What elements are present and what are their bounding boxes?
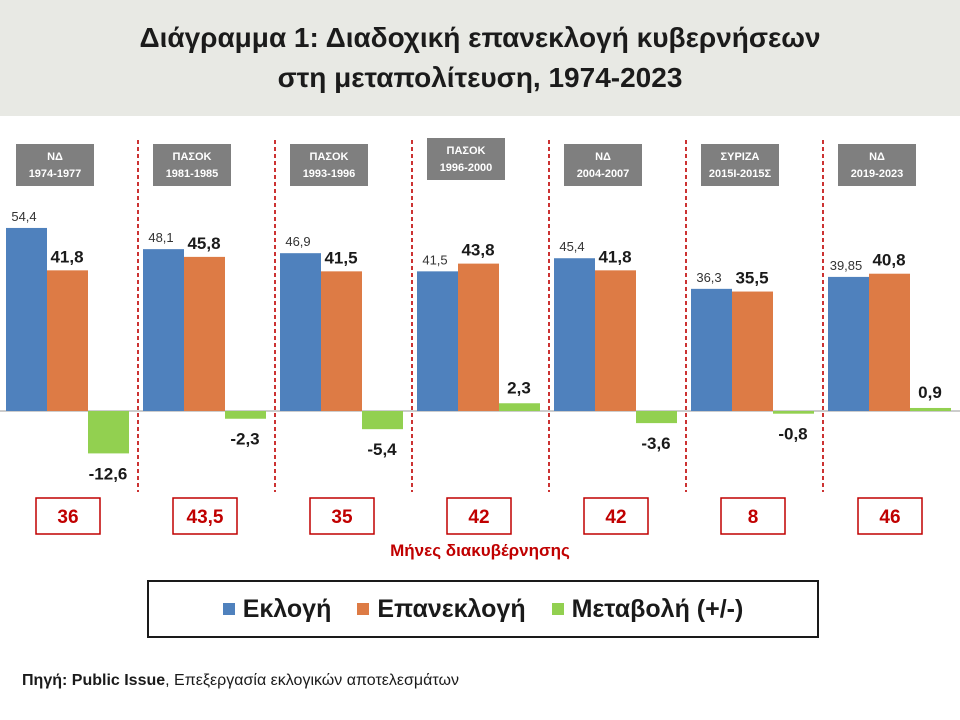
months-value: 43,5 <box>187 507 224 528</box>
data-label-election: 39,85 <box>830 258 863 273</box>
bar-reelection <box>184 256 225 411</box>
party-label-name: ΝΔ <box>47 151 63 163</box>
source-note: Πηγή: Public Issue, Επεξεργασία εκλογικώ… <box>22 672 459 690</box>
legend-item-change: Μεταβολή (+/-) <box>551 594 744 624</box>
party-label-period: 1974-1977 <box>29 168 82 180</box>
party-label-box <box>427 138 505 180</box>
months-box <box>172 497 238 535</box>
months-box <box>309 497 375 535</box>
data-label-election: 41,5 <box>422 252 447 267</box>
data-label-reelection: 40,8 <box>872 251 905 270</box>
bar-election <box>143 249 184 411</box>
party-label-period: 1981-1985 <box>166 168 219 180</box>
legend: Εκλογή Επανεκλογή Μεταβολή (+/-) <box>147 580 819 638</box>
party-label-box <box>153 144 231 186</box>
bar-election <box>828 276 869 411</box>
bar-change <box>773 411 814 414</box>
bar-change <box>499 403 540 411</box>
legend-label-change: Μεταβολή (+/-) <box>571 594 744 623</box>
bar-change <box>362 411 403 430</box>
source-text: , Επεξεργασία εκλογικών αποτελεσμάτων <box>165 672 459 689</box>
bar-reelection <box>321 271 362 411</box>
bar-election <box>6 227 47 411</box>
party-label-box <box>701 144 779 186</box>
data-label-reelection: 41,8 <box>50 247 83 266</box>
data-label-election: 36,3 <box>696 270 721 285</box>
bar-reelection <box>595 270 636 411</box>
data-label-reelection: 41,8 <box>598 247 631 266</box>
months-value: 36 <box>57 507 78 528</box>
data-label-reelection: 45,8 <box>187 234 220 253</box>
party-label-period: 1993-1996 <box>303 168 356 180</box>
bar-reelection <box>47 270 88 411</box>
months-box <box>35 497 101 535</box>
months-value: 46 <box>879 507 900 528</box>
party-label-name: ΠΑΣΟΚ <box>310 151 349 163</box>
bar-reelection <box>458 263 499 411</box>
data-label-election: 46,9 <box>285 234 310 249</box>
party-label-box <box>290 144 368 186</box>
party-label-name: ΣΥΡΙΖΑ <box>721 151 760 163</box>
months-value: 8 <box>748 507 759 528</box>
data-label-election: 45,4 <box>559 239 584 254</box>
months-value: 35 <box>331 507 353 528</box>
party-label-period: 1996-2000 <box>440 162 493 174</box>
party-label-period: 2019-2023 <box>851 168 904 180</box>
bar-change <box>636 411 677 424</box>
bar-election <box>691 288 732 411</box>
party-label-box <box>838 144 916 186</box>
legend-item-reelection: Επανεκλογή <box>357 594 526 624</box>
data-label-change: -12,6 <box>89 464 128 483</box>
data-label-reelection: 43,8 <box>461 241 494 260</box>
months-axis-label: Μήνες διακυβέρνησης <box>390 541 570 560</box>
chart-title-line2: στη μεταπολίτευση, 1974-2023 <box>277 62 683 93</box>
party-label-name: ΠΑΣΟΚ <box>447 145 486 157</box>
legend-item-election: Εκλογή <box>222 594 332 624</box>
months-box <box>583 497 649 535</box>
legend-swatch-election <box>222 603 235 615</box>
legend-swatch-reelection <box>357 603 370 615</box>
data-label-reelection: 35,5 <box>735 269 768 288</box>
legend-swatch-change <box>551 603 564 615</box>
bar-change <box>88 411 129 454</box>
party-label-name: ΝΔ <box>595 151 611 163</box>
chart-title-line1: Διάγραμμα 1: Διαδοχική επανεκλογή κυβερν… <box>139 22 821 53</box>
bar-election <box>417 271 458 411</box>
party-label-name: ΝΔ <box>869 151 885 163</box>
title-band: Διάγραμμα 1: Διαδοχική επανεκλογή κυβερν… <box>0 0 960 116</box>
months-box <box>857 497 923 535</box>
bar-change <box>225 411 266 419</box>
bar-reelection <box>732 291 773 411</box>
months-value: 42 <box>605 507 626 528</box>
data-label-election: 48,1 <box>148 230 173 245</box>
bar-change <box>910 407 951 411</box>
party-label-box <box>564 144 642 186</box>
data-label-change: -5,4 <box>367 440 397 459</box>
months-box <box>446 497 512 535</box>
data-label-change: -0,8 <box>778 425 807 444</box>
months-box <box>720 497 786 535</box>
data-label-change: -3,6 <box>641 434 670 453</box>
party-label-period: 2015Ι-2015Σ <box>709 168 772 180</box>
months-value: 42 <box>468 507 489 528</box>
party-label-name: ΠΑΣΟΚ <box>173 151 212 163</box>
party-label-period: 2004-2007 <box>577 168 630 180</box>
data-label-change: -2,3 <box>230 430 259 449</box>
data-label-change: 0,9 <box>918 383 942 402</box>
legend-label-election: Εκλογή <box>242 594 332 623</box>
data-label-reelection: 41,5 <box>324 248 357 267</box>
bar-election <box>554 258 595 411</box>
bar-chart: ΝΔ 1974-1977 54,4 41,8 -12,6 36 ΠΑΣΟΚ 1981-1985… <box>0 138 960 535</box>
bar-reelection <box>869 273 910 411</box>
data-label-election: 54,4 <box>11 209 36 224</box>
source-label: Πηγή: Public Issue <box>22 672 166 689</box>
party-label-box <box>16 144 94 186</box>
legend-label-reelection: Επανεκλογή <box>377 594 526 623</box>
data-label-change: 2,3 <box>507 378 531 397</box>
bar-election <box>280 253 321 411</box>
